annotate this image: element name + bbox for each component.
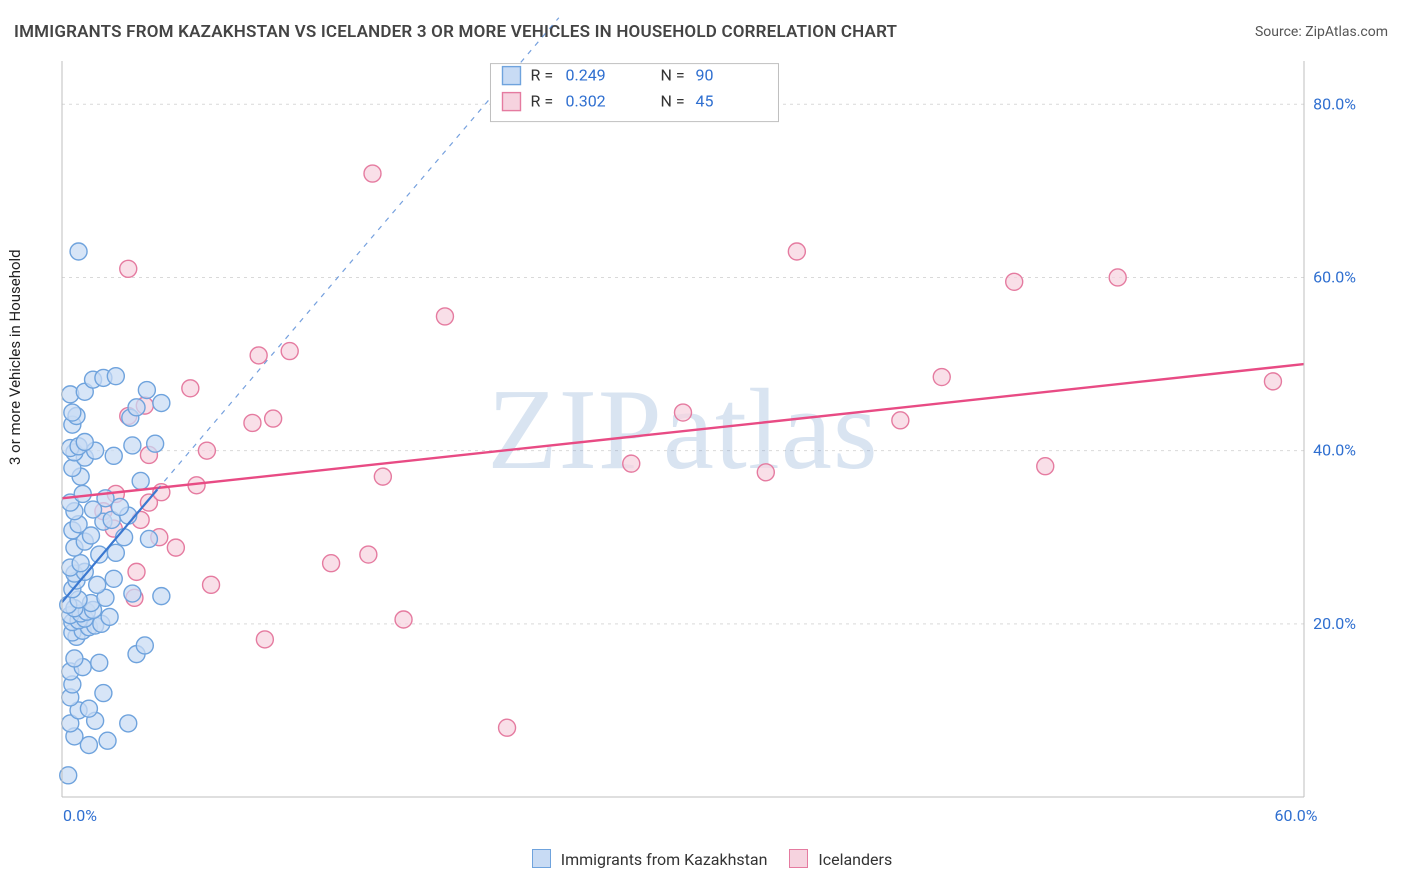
svg-text:20.0%: 20.0%: [1313, 614, 1356, 633]
scatter-chart: ZIPatlas 20.0% 40.0% 60.0% 80.0% 0.0% 60.0% R =…: [62, 61, 1362, 831]
svg-text:R =: R =: [530, 92, 553, 111]
legend-label-icelanders: Icelanders: [818, 850, 892, 869]
source-value: ZipAtlas.com: [1305, 24, 1388, 40]
svg-text:0.0%: 0.0%: [63, 806, 97, 825]
svg-text:R =: R =: [530, 66, 553, 85]
legend-swatch-kazakhstan: [532, 849, 551, 868]
svg-text:90: 90: [695, 66, 713, 85]
svg-text:45: 45: [695, 92, 713, 111]
y-axis-label: 3 or more Vehicles in Household: [6, 249, 24, 465]
chart-container: 3 or more Vehicles in Household ZIPatlas…: [14, 55, 1392, 875]
source-attribution: Source: ZipAtlas.com: [1255, 24, 1388, 40]
chart-title: IMMIGRANTS FROM KAZAKHSTAN VS ICELANDER …: [14, 22, 897, 42]
svg-text:0.302: 0.302: [565, 92, 605, 111]
svg-text:ZIPatlas: ZIPatlas: [487, 366, 878, 493]
bottom-legend: Immigrants from Kazakhstan Icelanders: [14, 849, 1392, 869]
legend-label-kazakhstan: Immigrants from Kazakhstan: [561, 850, 768, 869]
svg-text:N =: N =: [660, 92, 684, 111]
svg-text:N =: N =: [660, 66, 684, 85]
svg-text:60.0%: 60.0%: [1313, 267, 1356, 286]
svg-text:40.0%: 40.0%: [1313, 441, 1356, 460]
svg-text:0.249: 0.249: [565, 66, 605, 85]
legend-swatch-icelanders: [789, 849, 808, 868]
source-label: Source:: [1255, 24, 1302, 40]
svg-text:80.0%: 80.0%: [1313, 94, 1356, 113]
svg-text:60.0%: 60.0%: [1275, 806, 1318, 825]
